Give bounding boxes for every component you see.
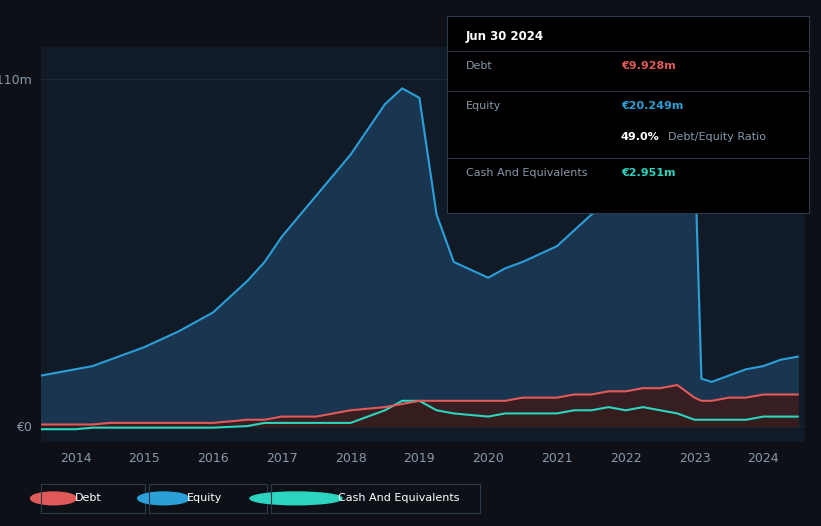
Text: Debt/Equity Ratio: Debt/Equity Ratio: [667, 132, 766, 142]
Text: €2.951m: €2.951m: [621, 168, 676, 178]
Text: €9.928m: €9.928m: [621, 61, 676, 71]
Text: Cash And Equivalents: Cash And Equivalents: [466, 168, 587, 178]
Circle shape: [250, 492, 342, 505]
Text: Equity: Equity: [187, 493, 222, 503]
Text: Cash And Equivalents: Cash And Equivalents: [338, 493, 460, 503]
Text: Debt: Debt: [75, 493, 101, 503]
Text: Debt: Debt: [466, 61, 493, 71]
Circle shape: [30, 492, 76, 505]
Text: €20.249m: €20.249m: [621, 100, 683, 110]
Text: 49.0%: 49.0%: [621, 132, 659, 142]
Text: Jun 30 2024: Jun 30 2024: [466, 29, 544, 43]
Text: Equity: Equity: [466, 100, 501, 110]
Circle shape: [138, 492, 190, 505]
